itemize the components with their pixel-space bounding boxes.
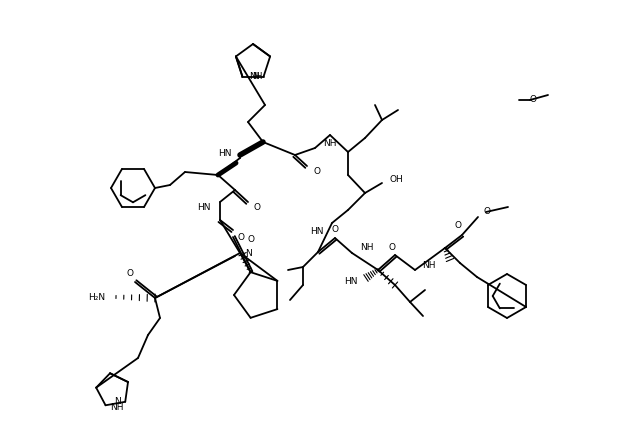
Text: O: O — [237, 233, 244, 241]
Text: -: - — [488, 208, 492, 216]
Text: O: O — [484, 208, 491, 216]
Text: N: N — [245, 248, 252, 258]
Text: O: O — [530, 95, 537, 105]
Text: O: O — [454, 222, 461, 230]
Text: H₂N: H₂N — [88, 293, 105, 301]
Text: N: N — [252, 72, 259, 81]
Text: NH: NH — [249, 72, 263, 81]
Text: O: O — [332, 226, 339, 234]
Text: HN: HN — [218, 148, 232, 158]
Text: NH: NH — [360, 244, 374, 252]
Text: NH: NH — [422, 261, 435, 269]
Text: HN: HN — [198, 204, 211, 212]
Text: N: N — [114, 397, 121, 406]
Text: HN: HN — [310, 227, 324, 237]
Text: O: O — [248, 236, 255, 244]
Text: O: O — [389, 243, 396, 251]
Text: NH: NH — [323, 138, 336, 148]
Text: NH: NH — [110, 403, 124, 412]
Text: HN: HN — [345, 278, 358, 286]
Text: O: O — [126, 269, 134, 279]
Text: OH: OH — [390, 176, 404, 184]
Text: O: O — [253, 204, 260, 212]
Text: O: O — [313, 167, 320, 177]
